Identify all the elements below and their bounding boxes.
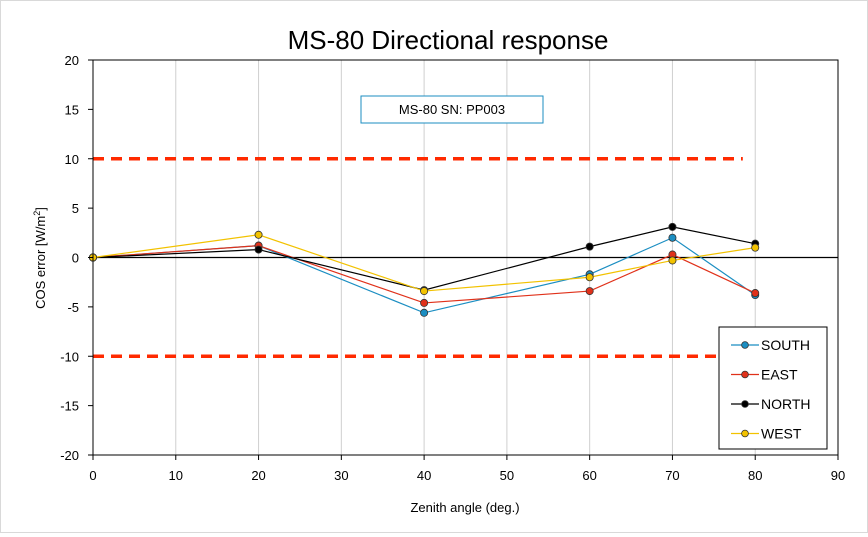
y-tick-label: 5 [72, 201, 79, 216]
legend-marker-east [741, 370, 749, 379]
legend-label-west: WEST [761, 426, 802, 442]
x-tick-label: 70 [665, 468, 679, 483]
y-tick-label: 15 [65, 102, 79, 117]
x-tick-label: 0 [89, 468, 96, 483]
legend-marker-north [741, 400, 749, 408]
legend-label-east: EAST [761, 367, 798, 383]
y-axis-label-end: ] [33, 207, 48, 211]
legend-marker-west [741, 429, 749, 438]
y-tick-label: -10 [60, 349, 79, 364]
x-tick-label: 10 [169, 468, 183, 483]
data-point-east-40 [420, 298, 429, 307]
data-point-west-40 [420, 287, 429, 296]
x-tick-label: 90 [831, 468, 845, 483]
legend-label-north: NORTH [761, 396, 811, 412]
x-tick-label: 50 [500, 468, 514, 483]
x-tick-label: 60 [582, 468, 596, 483]
y-tick-label: -5 [67, 300, 79, 315]
x-tick-label: 30 [334, 468, 348, 483]
series-line-east [92, 245, 756, 304]
legend: SOUTH EAST NORTH WEST [718, 326, 828, 450]
x-axis-ticks: 0 10 20 30 40 50 60 70 80 90 [89, 455, 845, 483]
data-point-south-70 [668, 233, 677, 242]
y-axis-label-main: COS error [W/m [33, 216, 48, 309]
data-point-west-60 [585, 273, 594, 282]
y-axis-ticks: 20 15 10 5 0 -5 -10 -15 -20 [60, 53, 93, 463]
y-tick-label: -20 [60, 448, 79, 463]
data-point-west-20 [254, 230, 263, 239]
legend-label-south: SOUTH [761, 337, 810, 353]
x-axis-label: Zenith angle (deg.) [410, 500, 519, 515]
limit-lines [93, 157, 743, 358]
annotation-text: MS-80 SN: PP003 [399, 102, 505, 117]
chart-title: MS-80 Directional response [288, 25, 609, 55]
y-tick-label: -15 [60, 399, 79, 414]
data-point-west-70 [668, 256, 677, 265]
x-tick-label: 20 [251, 468, 265, 483]
series-line-north [92, 226, 756, 291]
data-point-east-60 [585, 287, 594, 296]
x-tick-label: 40 [417, 468, 431, 483]
y-axis-label: COS error [W/m2] [32, 207, 48, 309]
legend-box [718, 326, 828, 450]
legend-marker-south [741, 341, 749, 349]
data-point-north-20 [254, 245, 263, 254]
data-point-north-60 [585, 242, 594, 251]
y-tick-label: 0 [72, 251, 79, 266]
data-point-north-70 [668, 222, 677, 231]
x-tick-label: 80 [748, 468, 762, 483]
y-tick-label: 10 [65, 152, 79, 167]
data-point-east-80 [751, 289, 760, 298]
annotation-box: MS-80 SN: PP003 [360, 95, 544, 124]
data-point-south-40 [420, 308, 429, 317]
y-tick-label: 20 [65, 53, 79, 68]
series-line-west [92, 234, 756, 292]
y-axis-label-sup: 2 [32, 211, 42, 216]
data-point-west-80 [751, 243, 760, 252]
